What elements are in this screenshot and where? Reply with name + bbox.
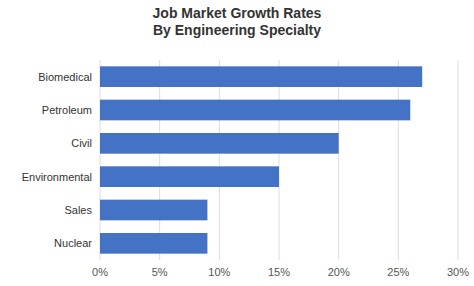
category-label: Biomedical	[38, 71, 92, 83]
bar	[100, 166, 279, 187]
tick-label: 0%	[92, 266, 108, 278]
grid-line	[458, 60, 459, 260]
bars	[100, 66, 422, 253]
bar	[100, 200, 207, 221]
tick-label: 25%	[387, 266, 409, 278]
category-label: Civil	[71, 137, 92, 149]
category-label: Sales	[64, 204, 92, 216]
grid-line	[338, 60, 339, 260]
bar	[100, 100, 410, 121]
grid-line	[159, 60, 160, 260]
tick-label: 30%	[447, 266, 469, 278]
grid	[100, 60, 458, 260]
category-label: Environmental	[22, 171, 92, 183]
tick-label: 15%	[268, 266, 290, 278]
grid-line	[100, 60, 101, 260]
value-axis: 0% 5% 10% 15% 20% 25% 30%	[92, 266, 469, 278]
grid-line	[219, 60, 220, 260]
category-label: Nuclear	[54, 237, 92, 249]
tick-label: 20%	[328, 266, 350, 278]
bar	[100, 133, 339, 154]
grid-line	[279, 60, 280, 260]
bar	[100, 233, 207, 254]
tick-label: 10%	[208, 266, 230, 278]
bar	[100, 66, 422, 87]
tick-label: 5%	[152, 266, 168, 278]
category-axis: Nuclear Sales Environmental Civil Petroleum B…	[22, 71, 93, 250]
title: Job Market Growth RatesBy Engineering Sp…	[153, 5, 322, 38]
grid-line	[398, 60, 399, 260]
chart: Job Market Growth RatesBy Engineering Sp…	[0, 0, 474, 286]
category-label: Petroleum	[42, 104, 92, 116]
